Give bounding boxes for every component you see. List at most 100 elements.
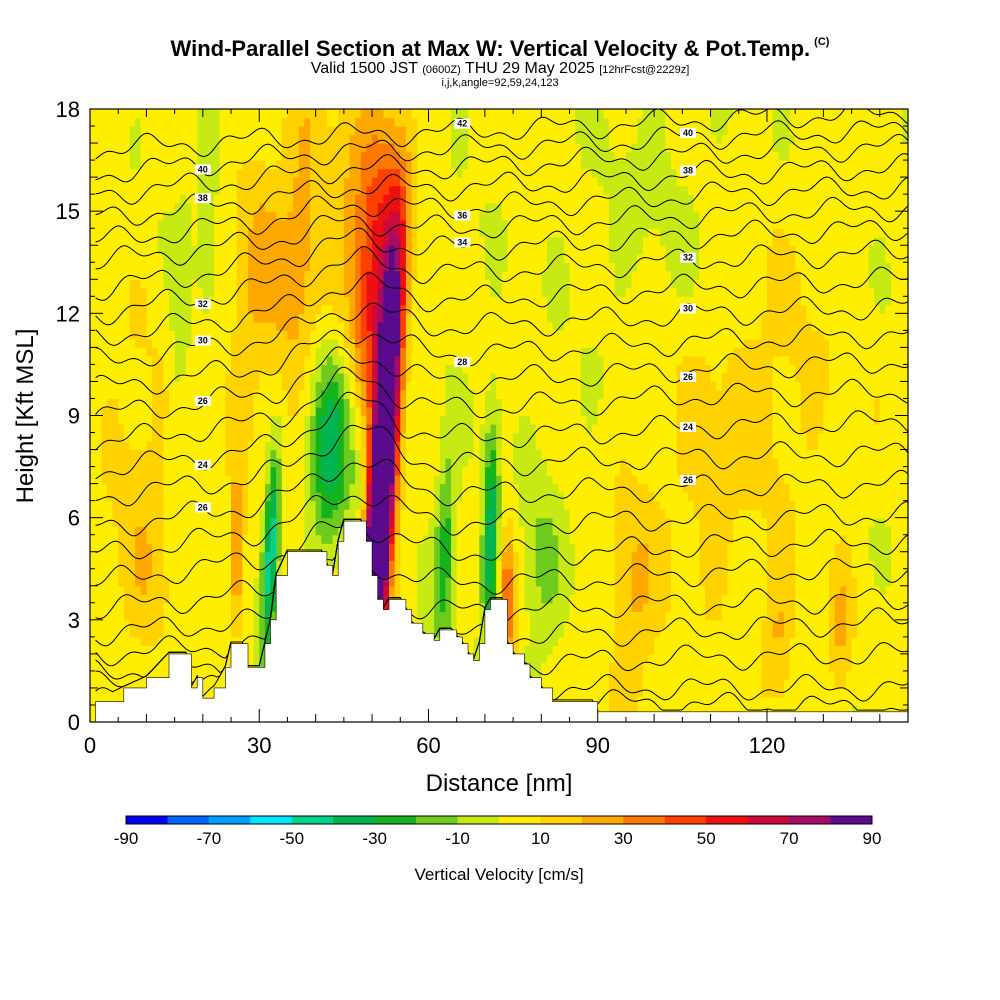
velocity-cell: [395, 126, 401, 152]
velocity-cell: [750, 339, 756, 510]
velocity-cell: [237, 109, 243, 169]
contour-label: 26: [683, 475, 693, 485]
velocity-cell: [885, 109, 891, 263]
velocity-cell: [852, 577, 858, 637]
velocity-cell: [400, 433, 406, 510]
velocity-cell: [372, 177, 378, 220]
velocity-cell: [445, 364, 451, 458]
velocity-cell: [383, 271, 389, 578]
velocity-cell: [333, 109, 339, 127]
velocity-cell: [564, 509, 570, 620]
velocity-cell: [389, 484, 395, 510]
velocity-cell: [316, 381, 322, 407]
velocity-cell: [242, 109, 248, 161]
y-tick-label: 18: [56, 97, 80, 122]
velocity-cell: [146, 339, 152, 357]
contour-label: 38: [683, 166, 693, 176]
velocity-cell: [321, 109, 327, 305]
contour-label: 24: [683, 422, 693, 432]
velocity-cell: [434, 109, 440, 476]
velocity-cell: [592, 177, 598, 348]
velocity-cell: [869, 109, 875, 246]
velocity-cell: [113, 526, 119, 722]
velocity-cell: [654, 228, 660, 501]
colorbar-tick-label: 10: [531, 829, 550, 848]
velocity-cell: [372, 398, 378, 424]
velocity-cell: [389, 186, 395, 212]
velocity-cell: [818, 433, 824, 723]
velocity-cell: [570, 109, 576, 544]
velocity-cell: [699, 356, 705, 586]
velocity-cell: [355, 347, 361, 382]
velocity-cell: [135, 347, 141, 450]
velocity-cell: [440, 416, 446, 485]
velocity-cell: [299, 390, 305, 552]
velocity-cell: [485, 467, 491, 510]
velocity-cell: [479, 237, 485, 425]
velocity-cell: [254, 322, 260, 391]
velocity-cell: [406, 152, 412, 314]
velocity-cell: [259, 509, 265, 552]
velocity-cell: [778, 109, 784, 161]
velocity-cell: [564, 322, 570, 510]
velocity-cell: [378, 109, 384, 144]
velocity-cell: [400, 347, 406, 390]
velocity-cell: [654, 109, 660, 229]
velocity-cell: [632, 143, 638, 271]
velocity-cell: [129, 126, 135, 169]
velocity-cell: [598, 186, 604, 357]
velocity-cell: [259, 109, 265, 161]
velocity-cell: [773, 152, 779, 229]
velocity-cell: [609, 152, 615, 263]
velocity-cell: [575, 109, 581, 144]
velocity-cell: [271, 169, 277, 212]
velocity-cell: [152, 109, 158, 348]
velocity-cell: [118, 424, 124, 586]
velocity-cell: [361, 339, 367, 382]
velocity-cell: [547, 109, 553, 237]
velocity-cell: [271, 467, 277, 493]
velocity-cell: [163, 109, 169, 212]
velocity-cell: [321, 416, 327, 485]
colorbar-tick-label: -90: [114, 829, 139, 848]
contour-label: 38: [198, 193, 208, 203]
velocity-cell: [366, 424, 372, 467]
velocity-cell: [254, 211, 260, 322]
velocity-cell: [271, 211, 277, 322]
velocity-cell: [395, 356, 401, 391]
velocity-cell: [835, 645, 841, 688]
velocity-cell: [699, 109, 705, 357]
velocity-cell: [163, 288, 169, 391]
velocity-cell: [327, 492, 333, 518]
velocity-cell: [812, 450, 818, 723]
velocity-cell: [852, 109, 858, 578]
colorbar-swatch: [831, 816, 873, 824]
velocity-cell: [163, 577, 169, 603]
velocity-cell: [383, 169, 389, 195]
velocity-cell: [722, 109, 728, 135]
velocity-cell: [146, 577, 152, 646]
velocity-cell: [434, 526, 440, 637]
velocity-cell: [547, 322, 553, 476]
velocity-cell: [840, 109, 846, 535]
velocity-cell: [101, 484, 107, 723]
velocity-cell: [271, 518, 277, 561]
velocity-cell: [316, 407, 322, 493]
velocity-cell: [406, 313, 412, 382]
velocity-cell: [874, 237, 880, 306]
velocity-cell: [366, 271, 372, 331]
velocity-cell: [823, 339, 829, 399]
y-tick-label: 15: [56, 199, 80, 224]
velocity-cell: [366, 509, 372, 527]
velocity-cell: [491, 109, 497, 203]
velocity-cell: [287, 339, 293, 416]
velocity-cell: [175, 109, 181, 203]
velocity-cell: [350, 450, 356, 485]
velocity-cell: [541, 603, 547, 663]
velocity-cell: [649, 109, 655, 229]
velocity-cell: [694, 279, 700, 356]
velocity-cell: [327, 109, 333, 127]
velocity-cell: [716, 143, 722, 391]
velocity-cell: [395, 271, 401, 357]
velocity-cell: [163, 390, 169, 416]
